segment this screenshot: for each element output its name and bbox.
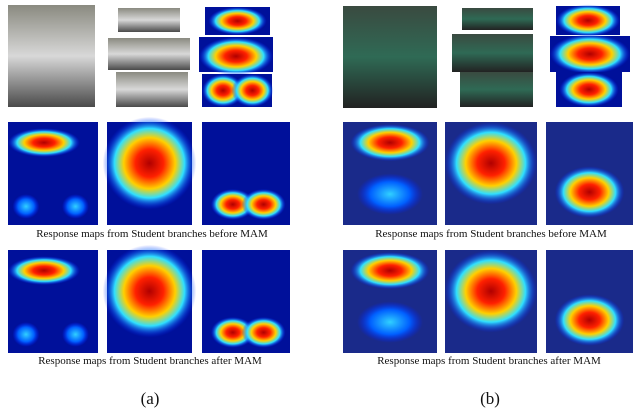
heat-spot	[550, 34, 630, 74]
caption: Response maps from Student branches befo…	[36, 228, 268, 240]
heat-spot	[555, 294, 625, 346]
figure: Response maps from Student branches befo…	[0, 0, 638, 413]
heat-spot	[199, 37, 273, 76]
heatmap	[445, 250, 537, 353]
heatmap	[199, 37, 273, 76]
heat-spot	[231, 74, 273, 107]
heatmap	[103, 117, 197, 225]
image-grid	[8, 5, 633, 353]
heatmap	[8, 250, 98, 353]
heat-spot	[13, 194, 40, 219]
heat-spot	[351, 124, 430, 161]
heat-spot	[242, 317, 286, 348]
photo	[343, 6, 437, 108]
heat-spot	[8, 256, 80, 285]
heatmap	[202, 250, 290, 353]
heat-spot	[357, 302, 423, 343]
heatmap	[202, 74, 273, 107]
heatmap	[202, 122, 290, 225]
photo	[118, 8, 180, 32]
heatmap	[550, 34, 630, 74]
heat-spot	[357, 174, 423, 215]
heat-spot	[242, 189, 286, 220]
heatmap	[546, 250, 633, 353]
heatmap	[8, 122, 98, 225]
heat-spot	[13, 322, 40, 347]
caption: Response maps from Student branches befo…	[375, 228, 607, 240]
heatmap	[343, 250, 437, 353]
heat-spot	[559, 72, 618, 107]
heat-spot	[62, 194, 89, 219]
heat-spot	[555, 166, 625, 218]
heat-spot	[8, 128, 80, 157]
photo	[462, 8, 533, 30]
heat-spot	[556, 5, 620, 37]
heat-spot	[351, 252, 430, 289]
panel-label: (a)	[141, 389, 160, 408]
photo	[108, 38, 190, 70]
heatmap	[546, 122, 633, 225]
heat-spot	[62, 322, 89, 347]
heatmap	[556, 72, 622, 107]
photo	[452, 34, 533, 72]
heat-spot	[445, 250, 537, 332]
heatmap	[343, 122, 437, 225]
panel-label: (b)	[480, 389, 500, 408]
caption: Response maps from Student branches afte…	[377, 355, 601, 367]
heatmap	[445, 122, 537, 225]
photo	[116, 72, 188, 107]
heat-spot	[208, 7, 267, 35]
caption: Response maps from Student branches afte…	[38, 355, 262, 367]
heatmap	[205, 7, 270, 35]
heat-spot	[445, 122, 537, 204]
photo	[460, 72, 533, 107]
heat-spot	[103, 245, 197, 338]
heatmap	[556, 5, 620, 37]
heat-spot	[103, 117, 197, 210]
heatmap	[103, 245, 197, 353]
photo	[8, 5, 95, 107]
